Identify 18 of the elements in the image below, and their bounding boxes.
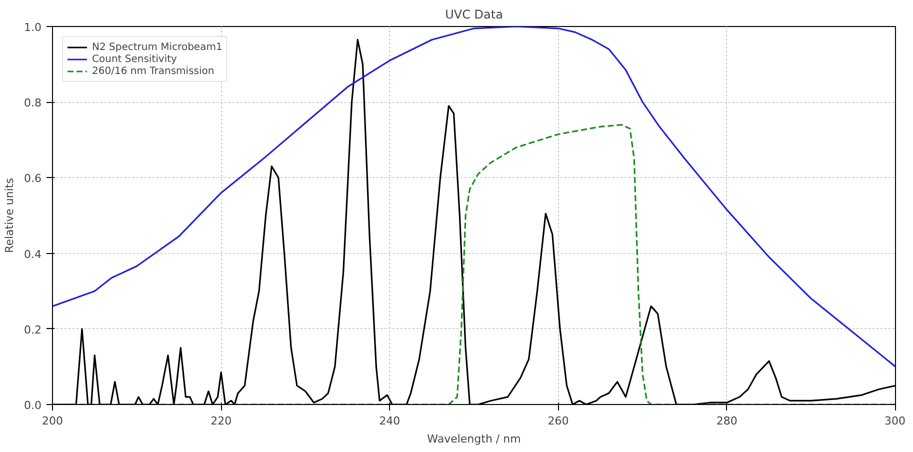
x-tick-label: 220 xyxy=(210,414,232,428)
x-tick-label: 280 xyxy=(716,414,738,428)
legend-label: Count Sensitivity xyxy=(92,54,177,64)
x-tick-label: 200 xyxy=(42,414,63,428)
x-tick-label: 260 xyxy=(548,414,569,428)
x-axis-title: Wavelength / nm xyxy=(427,432,521,446)
x-tick-label: 240 xyxy=(379,414,400,428)
y-tick-label: 0.4 xyxy=(24,248,42,261)
chart-title: UVC Data xyxy=(445,8,503,22)
y-tick-label: 0.8 xyxy=(24,96,42,110)
y-tick-label: 1.0 xyxy=(24,21,42,34)
y-tick-label: 0.2 xyxy=(24,323,42,336)
legend-label: N2 Spectrum Microbeam1 xyxy=(92,42,222,52)
y-tick-label: 0.0 xyxy=(24,399,42,412)
y-tick-label: 0.6 xyxy=(24,172,42,186)
x-tick-label: 300 xyxy=(884,414,906,428)
legend-label: 260/16 nm Transmission xyxy=(92,66,214,76)
y-axis-title: Relative units xyxy=(3,178,16,253)
